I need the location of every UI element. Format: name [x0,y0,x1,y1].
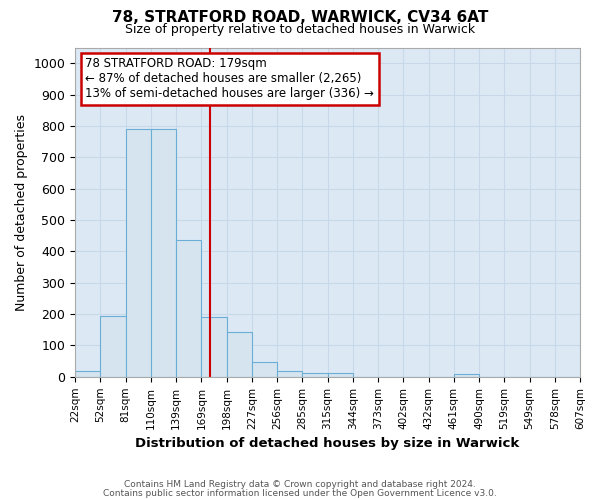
Text: Contains public sector information licensed under the Open Government Licence v3: Contains public sector information licen… [103,488,497,498]
Bar [277,371,302,377]
X-axis label: Distribution of detached houses by size in Warwick: Distribution of detached houses by size … [136,437,520,450]
Bar [252,362,277,377]
Text: Size of property relative to detached houses in Warwick: Size of property relative to detached ho… [125,22,475,36]
Bar [176,240,202,377]
Bar [202,317,227,377]
Bar [151,129,176,377]
Bar [302,372,328,377]
Bar [227,332,252,377]
Text: 78, STRATFORD ROAD, WARWICK, CV34 6AT: 78, STRATFORD ROAD, WARWICK, CV34 6AT [112,10,488,25]
Y-axis label: Number of detached properties: Number of detached properties [15,114,28,310]
Bar [100,316,125,377]
Bar [328,374,353,377]
Bar [75,371,100,377]
Text: Contains HM Land Registry data © Crown copyright and database right 2024.: Contains HM Land Registry data © Crown c… [124,480,476,489]
Bar [125,129,151,377]
Text: 78 STRATFORD ROAD: 179sqm
← 87% of detached houses are smaller (2,265)
13% of se: 78 STRATFORD ROAD: 179sqm ← 87% of detac… [85,58,374,100]
Bar [454,374,479,377]
